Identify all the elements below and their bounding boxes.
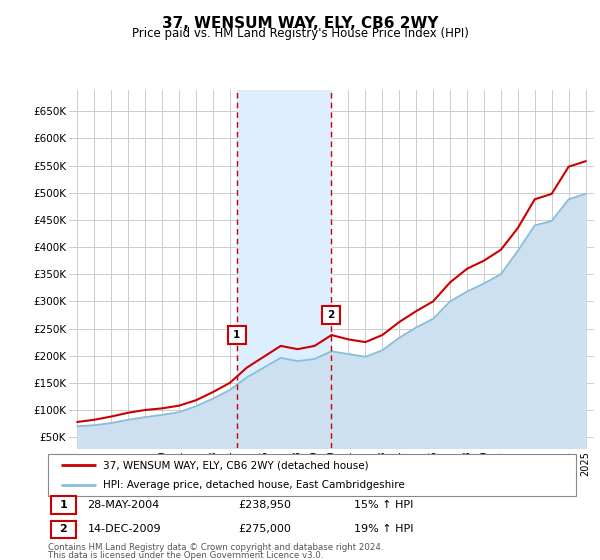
FancyBboxPatch shape xyxy=(48,454,576,496)
FancyBboxPatch shape xyxy=(50,521,76,538)
Text: 15% ↑ HPI: 15% ↑ HPI xyxy=(354,500,413,510)
Text: 2: 2 xyxy=(327,310,334,320)
Text: 37, WENSUM WAY, ELY, CB6 2WY: 37, WENSUM WAY, ELY, CB6 2WY xyxy=(162,16,438,31)
Text: HPI: Average price, detached house, East Cambridgeshire: HPI: Average price, detached house, East… xyxy=(103,480,405,490)
Text: 1: 1 xyxy=(59,500,67,510)
Text: 1: 1 xyxy=(233,329,240,339)
Text: 28-MAY-2004: 28-MAY-2004 xyxy=(88,500,160,510)
Text: Price paid vs. HM Land Registry's House Price Index (HPI): Price paid vs. HM Land Registry's House … xyxy=(131,27,469,40)
FancyBboxPatch shape xyxy=(50,496,76,514)
Text: £238,950: £238,950 xyxy=(238,500,291,510)
Bar xyxy=(236,90,331,448)
Text: This data is licensed under the Open Government Licence v3.0.: This data is licensed under the Open Gov… xyxy=(48,551,323,560)
Text: 19% ↑ HPI: 19% ↑ HPI xyxy=(354,525,414,534)
Text: Contains HM Land Registry data © Crown copyright and database right 2024.: Contains HM Land Registry data © Crown c… xyxy=(48,543,383,552)
Text: 2: 2 xyxy=(59,525,67,534)
Text: 14-DEC-2009: 14-DEC-2009 xyxy=(88,525,161,534)
Text: £275,000: £275,000 xyxy=(238,525,291,534)
Text: 37, WENSUM WAY, ELY, CB6 2WY (detached house): 37, WENSUM WAY, ELY, CB6 2WY (detached h… xyxy=(103,460,369,470)
